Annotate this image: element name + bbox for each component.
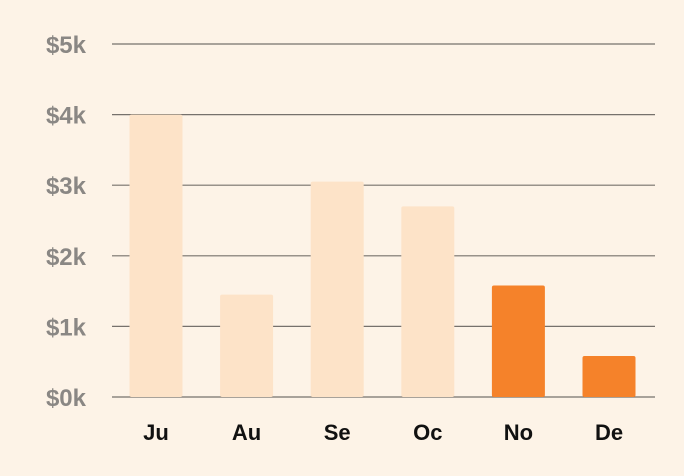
bar-no: [491, 285, 545, 397]
bar-se: [310, 181, 364, 397]
x-tick-label: Se: [324, 420, 351, 445]
x-tick-label: No: [504, 420, 533, 445]
y-tick-label: $2k: [46, 244, 87, 271]
bar-de: [582, 356, 636, 397]
bar-au: [220, 294, 274, 397]
y-tick-label: $5k: [46, 32, 87, 59]
y-tick-label: $4k: [46, 103, 87, 130]
x-tick-label: De: [595, 420, 623, 445]
y-tick-label: $3k: [46, 173, 87, 200]
bar-oc: [401, 206, 455, 397]
bar-ju: [129, 114, 183, 397]
x-tick-label: Au: [232, 420, 261, 445]
y-tick-label: $1k: [46, 314, 87, 341]
x-tick-label: Ju: [143, 420, 169, 445]
x-tick-label: Oc: [413, 420, 442, 445]
y-tick-label: $0k: [46, 385, 87, 412]
